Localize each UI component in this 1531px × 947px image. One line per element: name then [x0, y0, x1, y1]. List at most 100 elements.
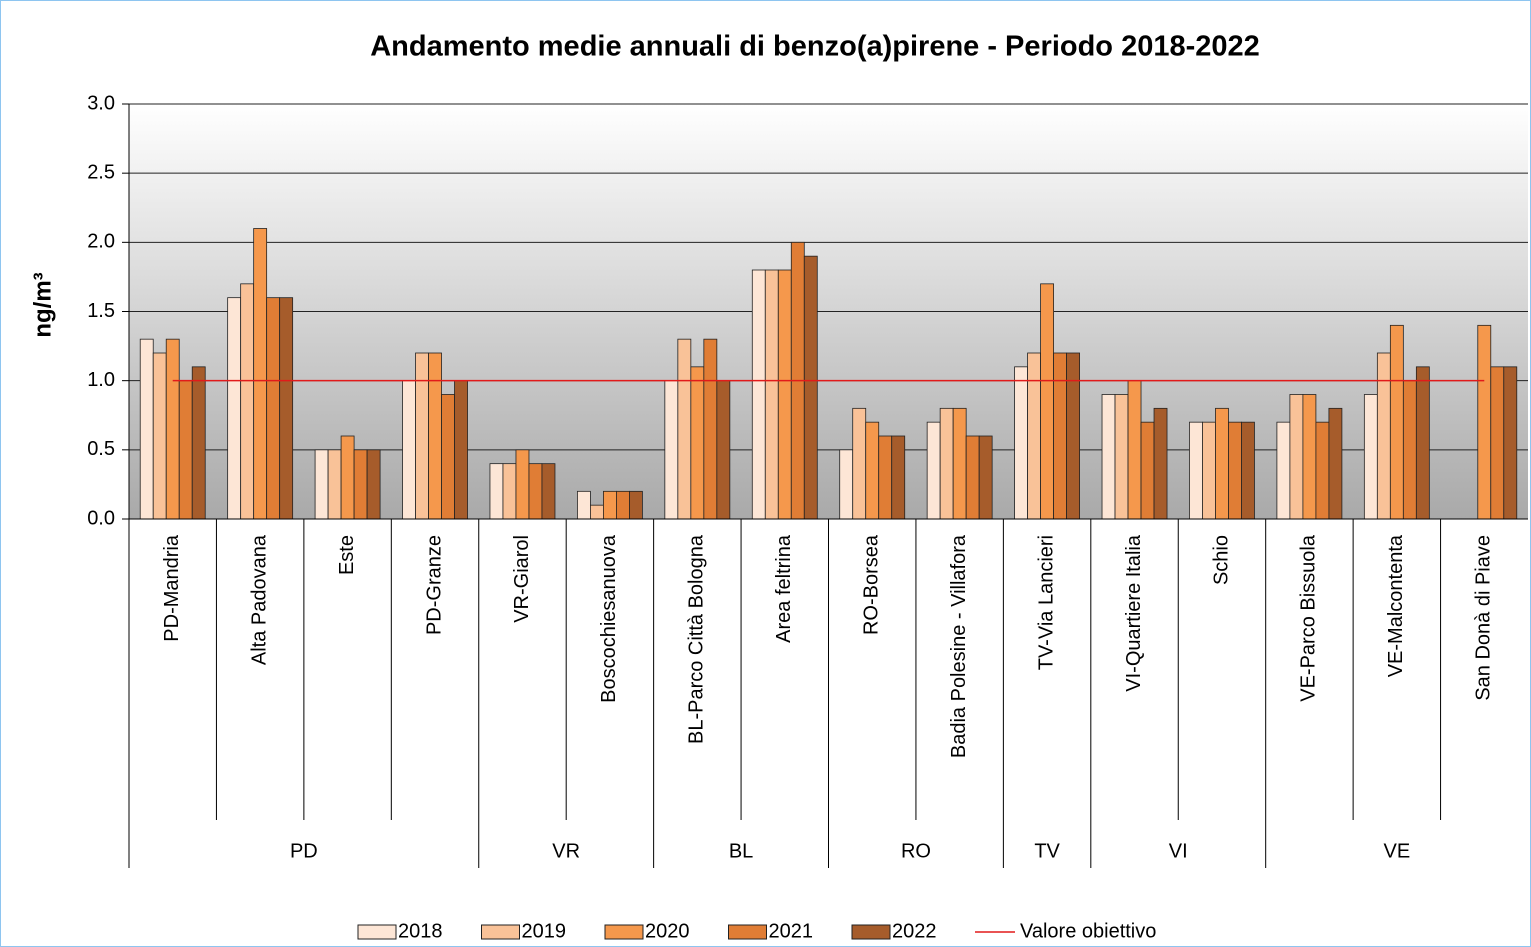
- bar: [1402, 380, 1417, 520]
- bar: [926, 421, 941, 520]
- bar: [489, 463, 504, 520]
- bar: [1101, 394, 1116, 520]
- group-label: RO: [901, 840, 931, 862]
- x-tick-label: TV-Via Lancieri: [1035, 535, 1057, 670]
- x-tick-label: VR-Giarol: [511, 535, 533, 623]
- bar: [891, 435, 906, 520]
- group-label: PD: [290, 840, 318, 862]
- bar: [266, 297, 281, 520]
- bar: [1415, 366, 1430, 520]
- bar: [1053, 352, 1067, 520]
- y-tick-label: 0.5: [87, 438, 115, 460]
- bar: [1328, 407, 1343, 520]
- bar: [751, 269, 766, 520]
- bar: [677, 338, 692, 520]
- bar: [1503, 366, 1518, 520]
- bar: [1241, 421, 1255, 520]
- legend-label: 2021: [769, 920, 814, 942]
- legend-label: 2019: [522, 920, 567, 942]
- legend-label: 2018: [398, 920, 443, 942]
- bar: [454, 380, 468, 520]
- bar: [1490, 366, 1505, 520]
- y-axis-label: ng/m³: [29, 272, 56, 337]
- y-tick-label: 0.0: [87, 507, 115, 529]
- chart-title: Andamento medie annuali di benzo(a)piren…: [370, 31, 1260, 63]
- bar: [428, 352, 442, 520]
- x-tick-label: BL-Parco Città Bologna: [686, 534, 708, 744]
- bar: [327, 449, 342, 520]
- y-tick-label: 2.5: [87, 161, 115, 183]
- bar: [764, 269, 779, 520]
- x-tick-label: PD-Mandria: [161, 534, 183, 642]
- bar: [1153, 407, 1168, 520]
- bar: [965, 435, 980, 520]
- bar: [541, 463, 556, 520]
- bar: [852, 407, 867, 520]
- legend-label: Valore obiettivo: [1020, 920, 1156, 942]
- bar: [1363, 394, 1378, 520]
- bar: [716, 380, 731, 520]
- bar: [340, 435, 355, 520]
- bar: [1040, 283, 1054, 520]
- x-tick-label: Badia Polesine - Villafora: [948, 534, 970, 758]
- bar: [191, 366, 206, 520]
- bar: [1302, 394, 1317, 520]
- y-tick-label: 3.0: [87, 92, 115, 114]
- bar: [165, 338, 180, 520]
- bar: [777, 269, 792, 520]
- bar: [690, 366, 705, 520]
- bar: [314, 449, 329, 520]
- bar: [139, 338, 154, 520]
- bar: [616, 490, 630, 520]
- x-tick-label: VI-Quartiere Italia: [1123, 534, 1145, 692]
- bar: [528, 463, 543, 520]
- bar: [878, 435, 893, 520]
- bar: [152, 352, 167, 520]
- bar: [515, 449, 530, 520]
- legend-label: 2022: [892, 920, 937, 942]
- bar: [402, 380, 416, 520]
- bar: [865, 421, 880, 520]
- bar: [227, 297, 242, 520]
- legend-swatch: [357, 924, 397, 940]
- bar: [1215, 407, 1229, 520]
- bar: [1389, 324, 1404, 520]
- bar: [1066, 352, 1080, 520]
- group-label: BL: [729, 840, 753, 862]
- bar: [1140, 421, 1155, 520]
- bar: [629, 490, 643, 520]
- bar: [1315, 421, 1330, 520]
- bar: [1289, 394, 1304, 520]
- bar: [939, 407, 954, 520]
- bar: [803, 255, 818, 520]
- x-tick-label: Boscochiesanuova: [598, 534, 620, 703]
- bar: [353, 449, 368, 520]
- bar: [1027, 352, 1041, 520]
- bar: [279, 297, 294, 520]
- x-tick-label: Schio: [1210, 535, 1232, 585]
- legend-swatch: [481, 924, 520, 940]
- bar: [1014, 366, 1028, 520]
- bar: [502, 463, 517, 520]
- bar: [1477, 324, 1492, 520]
- bar: [603, 490, 617, 520]
- bar: [703, 338, 718, 520]
- x-tick-label: RO-Borsea: [861, 534, 883, 635]
- bar: [590, 504, 604, 520]
- y-tick-label: 1.5: [87, 300, 115, 322]
- group-label: VR: [552, 840, 580, 862]
- x-tick-label: Este: [336, 535, 358, 575]
- bar: [1127, 380, 1142, 520]
- group-label: TV: [1034, 840, 1060, 862]
- legend-swatch: [728, 924, 767, 940]
- bar: [577, 490, 591, 520]
- bar: [664, 380, 679, 520]
- bar: [952, 407, 967, 520]
- bar: [1376, 352, 1391, 520]
- bar: [839, 449, 854, 520]
- y-tick-label: 1.0: [87, 369, 115, 391]
- x-tick-label: Alta Padovana: [248, 534, 270, 665]
- bar: [240, 283, 255, 520]
- bar: [1202, 421, 1216, 520]
- bar: [178, 380, 193, 520]
